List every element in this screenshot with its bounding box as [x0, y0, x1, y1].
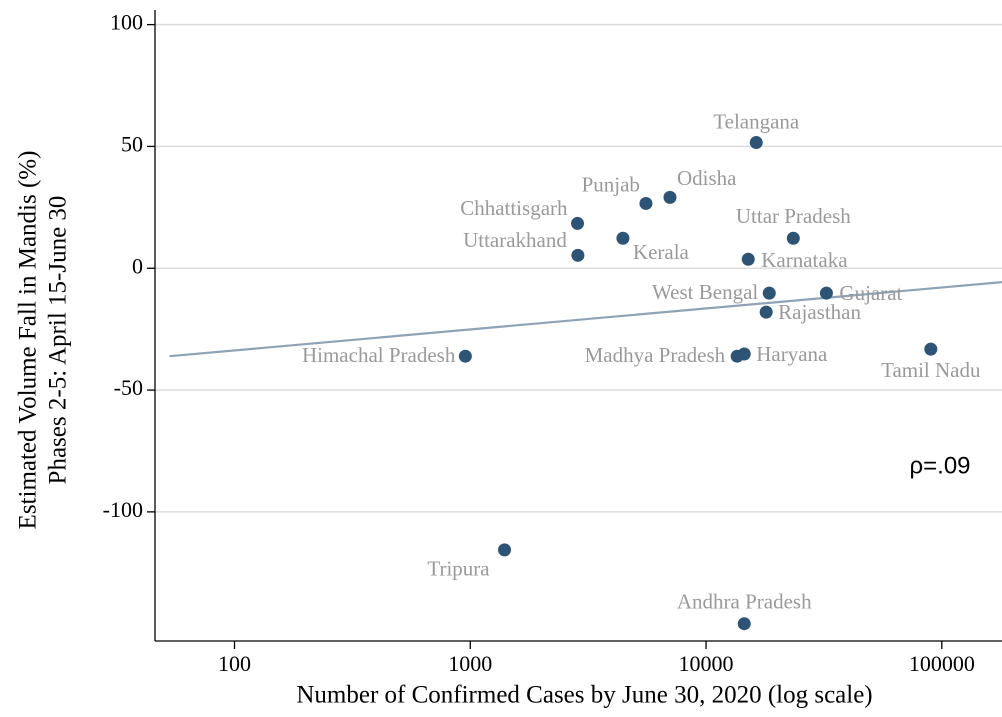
x-tick-label: 10000: [679, 651, 734, 676]
point-label: Uttar Pradesh: [736, 204, 851, 228]
point-label: Rajasthan: [778, 300, 861, 324]
point-label: Odisha: [677, 166, 737, 190]
point-label: Andhra Pradesh: [677, 590, 812, 614]
point: [571, 248, 585, 262]
y-tick-label: 0: [132, 253, 143, 278]
point: [741, 252, 755, 266]
y-tick-label: 50: [121, 131, 143, 156]
point: [762, 286, 776, 300]
x-tick-label: 100000: [909, 651, 975, 676]
point-label: Kerala: [633, 240, 690, 264]
point-label: Punjab: [582, 172, 640, 196]
point: [819, 286, 833, 300]
point: [458, 349, 472, 363]
point-label: Gujarat: [839, 281, 902, 305]
point: [737, 617, 751, 631]
point-label: Karnataka: [761, 248, 848, 272]
point-label: Uttarakhand: [463, 228, 567, 252]
y-axis-title: Estimated Volume Fall in Mandis (%): [15, 151, 42, 530]
point: [498, 543, 512, 557]
point-label: Tamil Nadu: [881, 358, 981, 382]
point: [639, 196, 653, 210]
point-label: Chhattisgarh: [460, 196, 568, 220]
annotation: ρ=.09: [909, 452, 970, 479]
point: [616, 231, 630, 245]
point: [571, 216, 585, 230]
point-label: Himachal Pradesh: [302, 343, 456, 367]
point-label: Tripura: [427, 557, 490, 581]
point: [749, 136, 763, 150]
y-tick-label: -50: [114, 375, 143, 400]
point: [737, 347, 751, 361]
point-label: Haryana: [756, 342, 828, 366]
point: [759, 305, 773, 319]
point-label: Madhya Pradesh: [585, 343, 726, 367]
x-tick-label: 100: [218, 651, 251, 676]
x-axis-title: Number of Confirmed Cases by June 30, 20…: [296, 682, 872, 709]
point: [663, 190, 677, 204]
y-axis-title: Phases 2-5: April 15-June 30: [45, 196, 72, 485]
fit-line: [169, 281, 1002, 358]
y-tick-label: -100: [103, 497, 143, 522]
y-tick-label: 100: [110, 10, 143, 35]
point: [786, 231, 800, 245]
x-tick-label: 1000: [448, 651, 492, 676]
point-label: Telangana: [713, 109, 800, 133]
point-label: West Bengal: [652, 280, 758, 304]
point: [924, 342, 938, 356]
